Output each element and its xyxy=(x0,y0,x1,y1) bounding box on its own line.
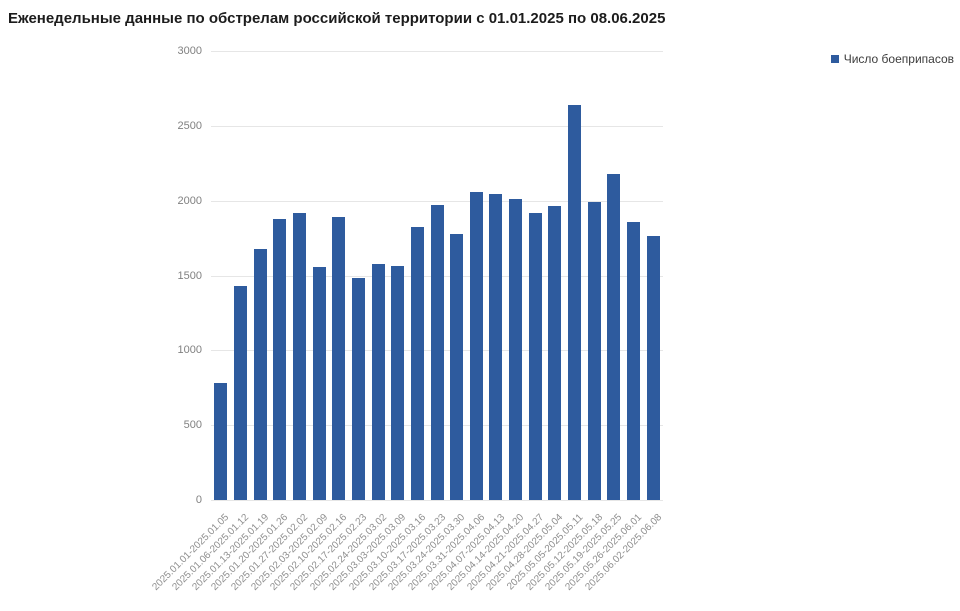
gridline xyxy=(211,125,663,127)
bar[interactable] xyxy=(646,235,660,500)
bar[interactable] xyxy=(410,226,424,500)
chart-title: Еженедельные данные по обстрелам российс… xyxy=(8,10,666,27)
bar[interactable] xyxy=(273,219,287,500)
legend-marker-icon xyxy=(830,55,839,63)
legend: Число боеприпасов xyxy=(830,52,954,66)
bar[interactable] xyxy=(607,173,621,500)
bar[interactable] xyxy=(469,191,483,500)
bar[interactable] xyxy=(371,263,385,500)
bar[interactable] xyxy=(351,278,365,500)
y-axis-label: 2000 xyxy=(177,194,202,207)
bar[interactable] xyxy=(292,212,306,500)
bar[interactable] xyxy=(332,217,346,500)
bar[interactable] xyxy=(391,265,405,500)
y-axis-label: 500 xyxy=(183,419,202,432)
bar[interactable] xyxy=(568,104,582,500)
bar[interactable] xyxy=(509,199,523,500)
y-axis-label: 1500 xyxy=(177,269,202,282)
gridline xyxy=(211,200,663,202)
bar[interactable] xyxy=(528,213,542,500)
bar[interactable] xyxy=(214,382,228,500)
bar[interactable] xyxy=(587,202,601,500)
bar[interactable] xyxy=(450,234,464,500)
y-axis-label: 3000 xyxy=(177,45,202,57)
bar[interactable] xyxy=(627,222,641,500)
bar[interactable] xyxy=(430,205,444,500)
gridline xyxy=(211,500,663,501)
bar[interactable] xyxy=(233,285,247,500)
bar[interactable] xyxy=(253,249,267,500)
y-axis-label: 2500 xyxy=(177,119,202,132)
bar[interactable] xyxy=(489,193,503,500)
bar[interactable] xyxy=(312,267,326,500)
legend-label: Число боеприпасов xyxy=(843,52,954,66)
y-axis-label: 0 xyxy=(195,494,202,506)
gridline xyxy=(211,51,663,52)
bar[interactable] xyxy=(548,205,562,500)
y-axis-label: 1000 xyxy=(177,344,202,357)
